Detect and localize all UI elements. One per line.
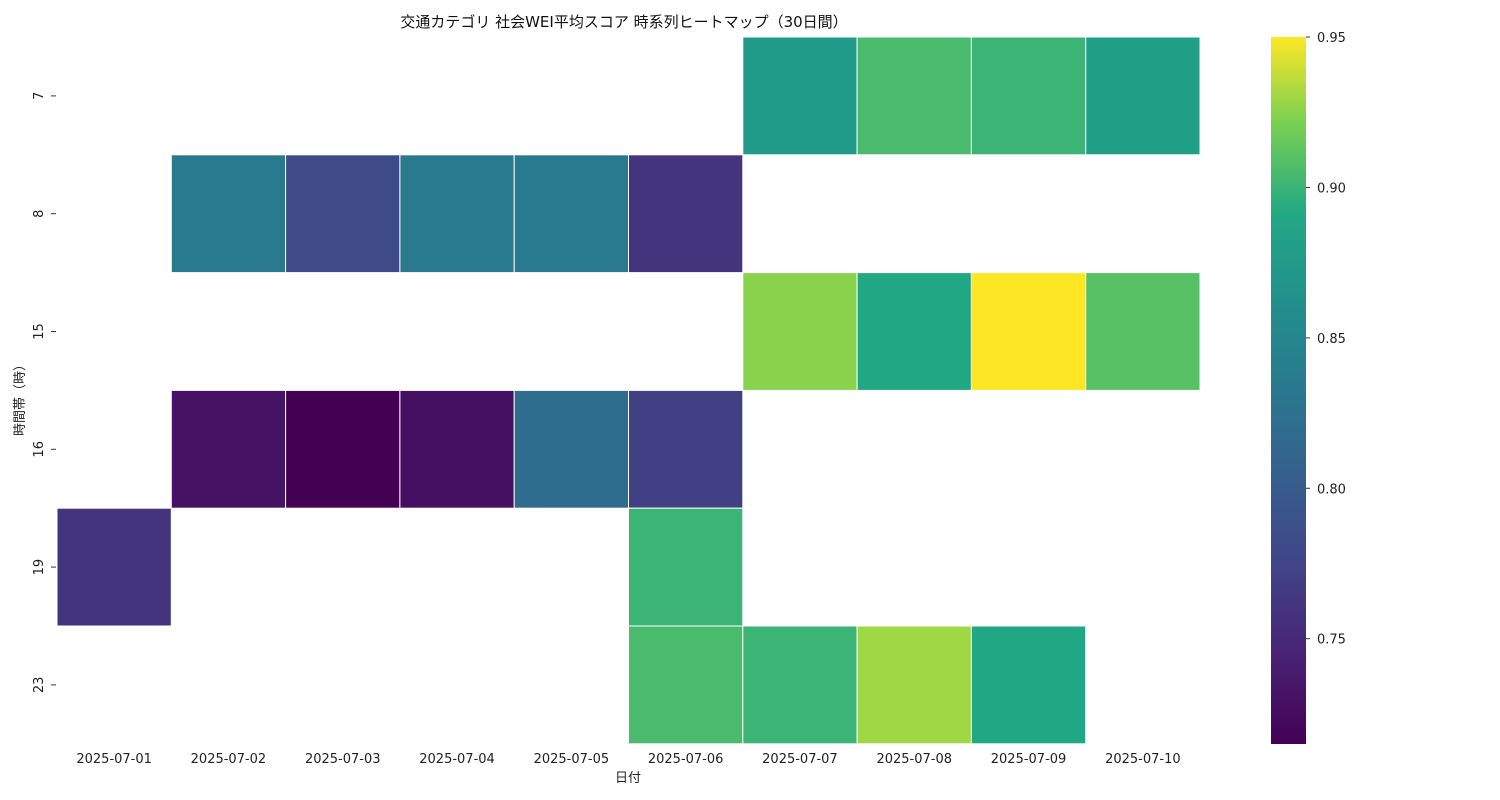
colorbar-tick-label: 0.95 xyxy=(1317,31,1346,46)
x-tick-label: 2025-07-01 xyxy=(76,752,152,767)
colorbar xyxy=(1271,37,1306,744)
x-tick-label: 2025-07-09 xyxy=(991,752,1067,767)
y-tick-label: 8 xyxy=(32,210,47,218)
heatmap-cell xyxy=(1085,272,1201,391)
heatmap-cell xyxy=(513,389,630,509)
x-tick-label: 2025-07-10 xyxy=(1105,752,1181,767)
x-axis-label: 日付 xyxy=(615,771,641,786)
colorbar-tick-label: 0.75 xyxy=(1317,633,1346,648)
heatmap-cells xyxy=(56,36,1201,745)
chart-title: 交通カテゴリ 社会WEI平均スコア 時系列ヒートマップ（30日間） xyxy=(400,13,847,31)
heatmap-cell xyxy=(970,272,1087,391)
heatmap-cell xyxy=(170,389,287,509)
heatmap-cell xyxy=(628,389,744,509)
heatmap-cell xyxy=(628,507,744,627)
y-tick-label: 16 xyxy=(32,441,47,458)
heatmap-cell xyxy=(56,507,172,627)
heatmap-cell xyxy=(856,36,972,156)
heatmap-cell xyxy=(856,625,972,745)
x-axis-ticks: 2025-07-01 2025-07-02 2025-07-03 2025-07-04… xyxy=(76,752,1180,767)
y-tick-label: 19 xyxy=(32,559,47,576)
y-tick-label: 7 xyxy=(32,92,47,100)
heatmap-cell xyxy=(399,154,515,274)
heatmap-cell xyxy=(285,389,401,509)
heatmap-cell xyxy=(628,154,744,274)
colorbar-ticks: 0.75 0.80 0.85 0.90 0.95 xyxy=(1306,31,1346,648)
y-tick-label: 23 xyxy=(32,677,47,694)
heatmap-cell xyxy=(970,625,1087,745)
heatmap-cell xyxy=(399,389,515,509)
heatmap-cell xyxy=(742,272,858,391)
y-tick-label: 15 xyxy=(32,323,47,340)
heatmap-cell xyxy=(742,36,858,156)
colorbar-tick-label: 0.80 xyxy=(1317,482,1346,497)
x-tick-label: 2025-07-04 xyxy=(419,752,495,767)
y-axis-ticks: 7 8 15 16 19 23 xyxy=(32,92,56,693)
colorbar-tick-label: 0.90 xyxy=(1317,181,1346,196)
x-tick-label: 2025-07-03 xyxy=(305,752,381,767)
heatmap-cell xyxy=(970,36,1087,156)
x-tick-label: 2025-07-07 xyxy=(762,752,838,767)
heatmap-cell xyxy=(856,272,972,391)
colorbar-tick-label: 0.85 xyxy=(1317,332,1346,347)
x-tick-label: 2025-07-06 xyxy=(648,752,724,767)
x-tick-label: 2025-07-02 xyxy=(191,752,267,767)
heatmap-cell xyxy=(1085,36,1201,156)
heatmap-cell xyxy=(170,154,287,274)
x-tick-label: 2025-07-08 xyxy=(876,752,952,767)
x-tick-label: 2025-07-05 xyxy=(534,752,610,767)
heatmap-cell xyxy=(628,625,744,745)
y-axis-label: 時間帯（時） xyxy=(13,358,28,436)
heatmap-cell xyxy=(742,625,858,745)
heatmap-cell xyxy=(285,154,401,274)
heatmap-cell xyxy=(513,154,630,274)
